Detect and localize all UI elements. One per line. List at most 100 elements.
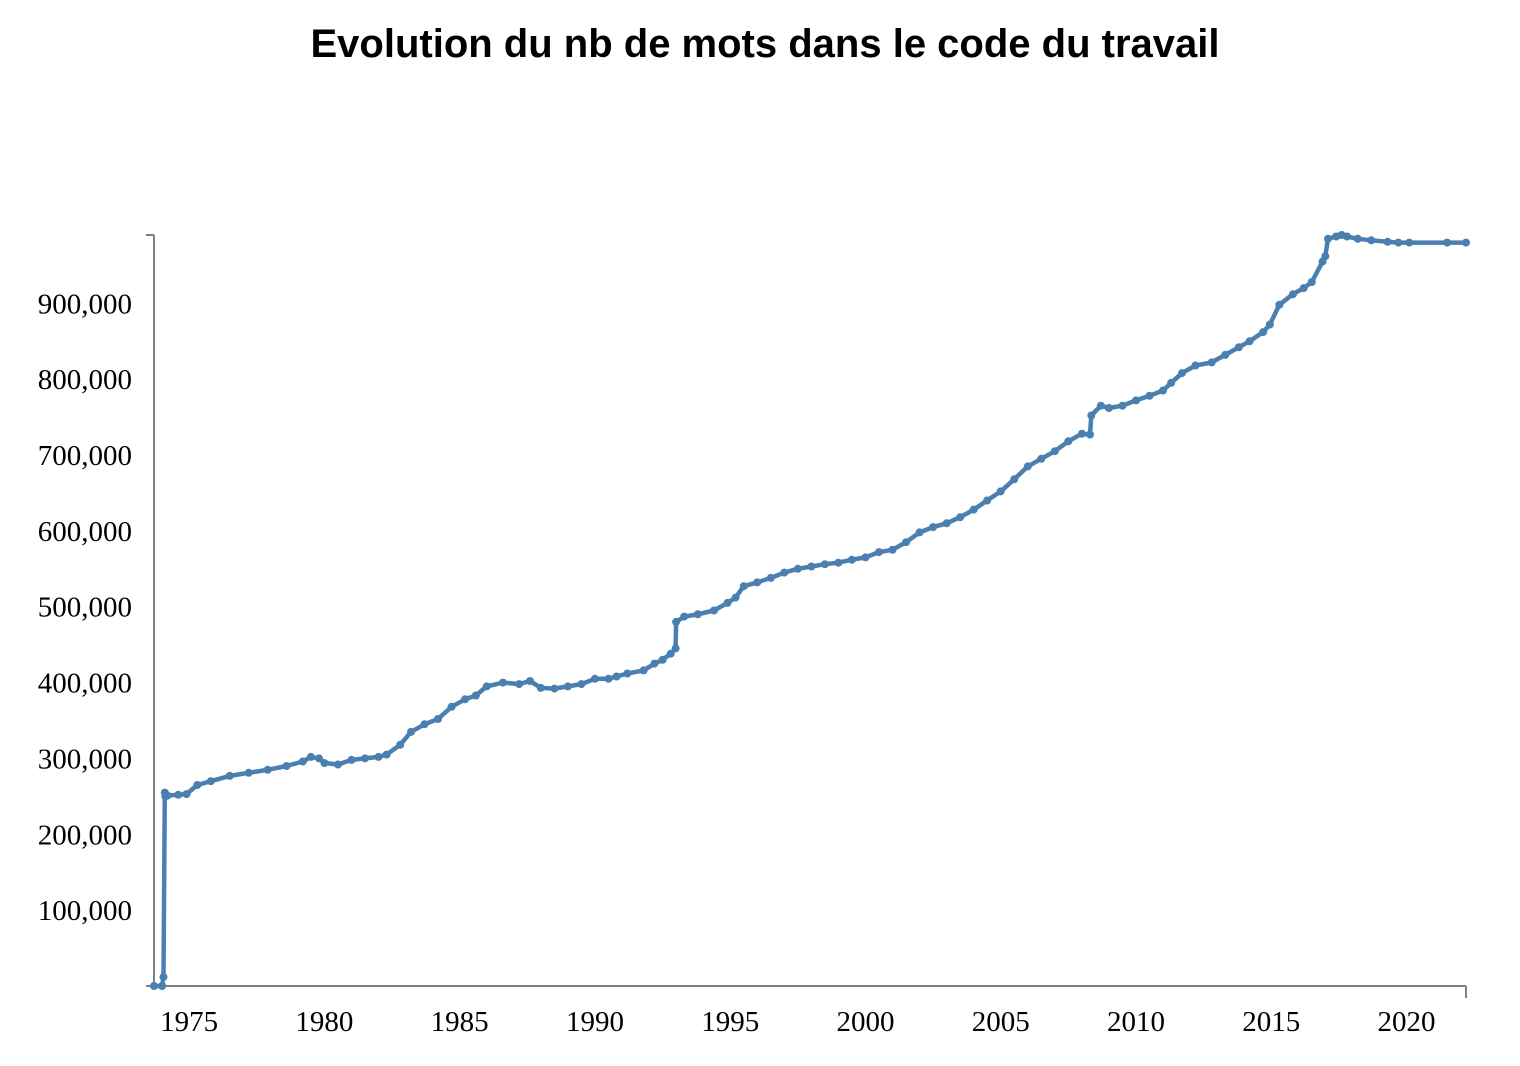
data-point: [536, 683, 545, 692]
data-point: [590, 674, 599, 683]
data-point: [650, 659, 659, 668]
data-point: [206, 777, 215, 786]
data-point: [499, 678, 507, 687]
data-point: [1191, 361, 1200, 370]
data-point: [1086, 430, 1094, 439]
data-point: [1405, 238, 1414, 247]
x-tick-label: 2005: [972, 1006, 1030, 1038]
data-point: [315, 754, 323, 763]
data-point: [361, 754, 369, 763]
data-point: [1324, 234, 1332, 243]
data-point: [1234, 343, 1243, 352]
data-point: [623, 669, 632, 678]
y-tick-label: 900,000: [38, 288, 132, 320]
data-point: [996, 487, 1005, 496]
data-point: [461, 695, 470, 704]
data-point: [1265, 320, 1274, 329]
data-point: [888, 545, 897, 554]
x-tick-label: 2020: [1377, 1006, 1435, 1038]
data-point: [577, 680, 586, 689]
data-point: [1307, 278, 1316, 286]
data-point: [396, 740, 405, 749]
data-point: [766, 573, 775, 582]
data-point: [193, 781, 202, 789]
data-point: [639, 666, 648, 675]
data-point: [1087, 411, 1096, 420]
data-point: [875, 548, 883, 557]
data-point: [1299, 284, 1308, 293]
data-point: [671, 644, 680, 653]
data-point: [158, 982, 167, 990]
series-line: [151, 232, 1469, 989]
data-point: [780, 568, 789, 577]
data-point: [753, 578, 762, 587]
data-point: [710, 606, 718, 615]
data-point: [1353, 234, 1362, 243]
data-point: [447, 702, 456, 711]
x-tick-label: 1985: [431, 1006, 489, 1038]
data-point: [1037, 454, 1046, 463]
data-point: [1104, 404, 1113, 412]
data-point: [1259, 328, 1268, 337]
series-layer: [150, 231, 1470, 990]
data-point: [1275, 300, 1284, 309]
y-tick-label: 100,000: [38, 895, 132, 927]
data-point: [612, 672, 621, 681]
data-point: [306, 752, 315, 761]
data-point: [1207, 358, 1216, 367]
x-tick-label: 2010: [1107, 1006, 1165, 1038]
data-point: [1462, 238, 1470, 247]
data-point: [263, 765, 272, 774]
data-point: [382, 750, 391, 759]
data-point: [658, 655, 667, 664]
data-point: [1321, 252, 1330, 261]
data-point: [1096, 401, 1105, 410]
data-point: [1132, 396, 1140, 405]
data-point: [861, 553, 870, 562]
data-point: [672, 617, 681, 626]
data-point: [482, 682, 491, 691]
x-tick-label: 1980: [295, 1006, 353, 1038]
data-point: [1383, 237, 1392, 246]
y-tick-label: 300,000: [38, 743, 132, 775]
data-point: [1118, 401, 1127, 410]
chart-title: Evolution du nb de mots dans le code du …: [310, 22, 1220, 66]
data-point: [150, 982, 158, 990]
y-tick-label: 400,000: [38, 668, 132, 700]
x-tick-label: 1990: [566, 1006, 624, 1038]
data-point: [731, 593, 740, 602]
data-point: [1050, 447, 1059, 456]
data-point: [739, 582, 748, 591]
data-point: [1343, 232, 1351, 241]
data-point: [298, 757, 307, 766]
data-point: [434, 715, 442, 723]
data-point: [420, 720, 429, 729]
x-tick-label: 1995: [701, 1006, 759, 1038]
data-point: [550, 684, 559, 693]
data-point: [902, 538, 910, 547]
data-point: [693, 610, 702, 619]
y-tick-label: 200,000: [38, 819, 132, 851]
data-point: [225, 771, 234, 780]
y-tick-label: 500,000: [38, 592, 132, 624]
data-point: [563, 682, 572, 691]
data-point: [374, 752, 383, 761]
data-point: [666, 649, 675, 658]
data-point: [793, 564, 802, 573]
data-point: [1077, 429, 1086, 438]
data-point: [680, 612, 689, 621]
data-point: [942, 519, 951, 528]
data-point: [526, 677, 534, 685]
data-point: [1010, 475, 1019, 484]
data-point: [807, 562, 816, 571]
data-point: [244, 768, 253, 777]
data-point: [929, 523, 938, 532]
data-point: [334, 760, 342, 769]
data-point: [163, 791, 172, 800]
data-point: [723, 598, 732, 607]
data-point: [1145, 391, 1154, 400]
data-point: [834, 558, 843, 567]
data-point: [1167, 378, 1176, 387]
data-point: [515, 680, 524, 689]
